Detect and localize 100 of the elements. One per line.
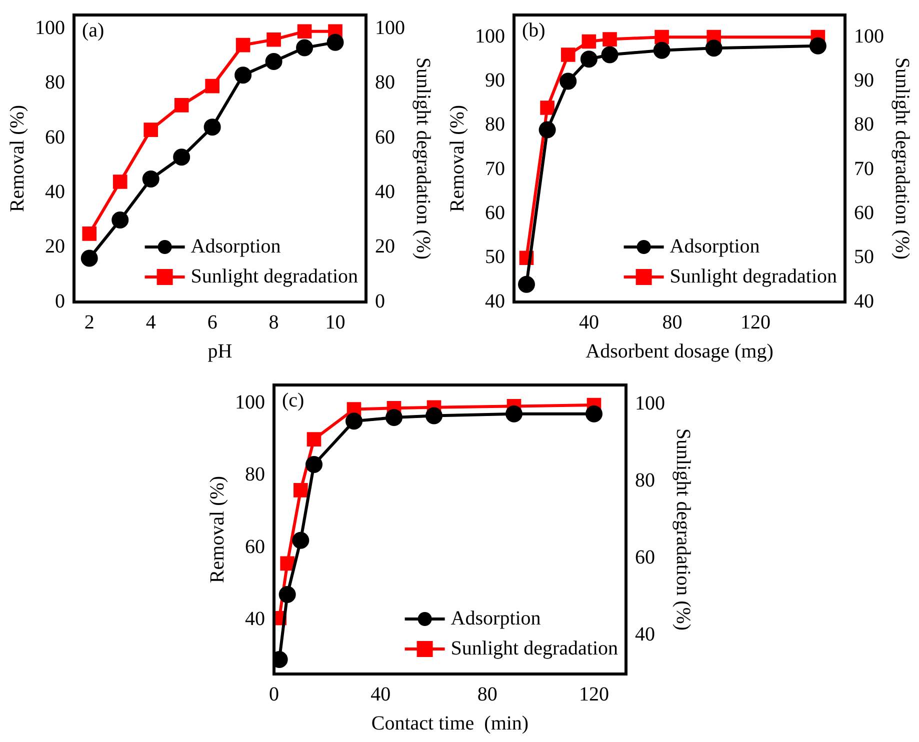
point [142,170,160,188]
y2-tick-label: 100 [635,392,665,415]
point [326,34,344,51]
y-axis-title: Removal (%) [206,476,228,584]
y-tick-label: 60 [485,202,505,224]
y-tick-label: 100 [35,16,65,39]
point [112,174,128,189]
point [80,250,98,267]
y-tick-label: 80 [45,72,65,94]
y2-tick-label: 0 [375,290,385,312]
legend-label: Sunlight degradation [190,265,358,288]
x-axis-title: pH [208,340,232,362]
point [265,52,282,70]
x-tick-label: 2 [84,311,94,334]
point [292,532,310,549]
point [278,586,296,604]
point [173,148,190,166]
y2-tick-label: 100 [854,25,884,48]
point [518,276,535,293]
legend-label: Adsorption [190,235,281,258]
y-tick-label: 60 [245,536,265,558]
x-tick-label: 80 [662,311,682,334]
legend-label: Sunlight degradation [670,265,838,288]
annotation: (b) [522,19,546,42]
y2-tick-label: 40 [375,180,395,203]
legend-label: Adsorption [450,607,541,630]
y2-tick-label: 60 [635,546,655,569]
point [234,66,252,84]
legend-label: Sunlight degradation [450,637,618,660]
y2-axis-title: Sunlight degradation (%) [412,57,434,260]
y2-tick-label: 40 [635,624,655,646]
x-tick-label: 4 [146,311,156,334]
point [306,432,322,446]
point [538,121,556,138]
point [144,122,158,137]
x-tick-label: 10 [325,311,346,334]
y2-tick-label: 40 [854,290,874,312]
point [346,412,362,430]
point [82,226,97,241]
x-axis-title: Contact time (min) [371,712,529,734]
point [297,24,312,39]
x-tick-label: 120 [740,311,770,334]
y2-axis-title: Sunlight degradation (%) [672,428,694,631]
y-tick-label: 100 [475,25,505,48]
y-tick-label: 40 [485,290,505,312]
y-tick-label: 40 [45,180,65,203]
point [560,48,576,62]
point [601,46,618,64]
point [586,405,602,422]
point [112,212,129,228]
point [306,456,322,473]
y-tick-label: 0 [55,290,65,312]
x-tick-label: 8 [268,311,279,334]
point [386,409,402,426]
y-axis-title: Removal (%) [446,104,468,212]
point [580,50,598,68]
y2-axis-title: Sunlight degradation (%) [890,57,913,260]
point [582,34,596,49]
y-tick-label: 80 [245,464,265,486]
x-tick-label: 40 [370,683,391,706]
y2-tick-label: 60 [854,202,874,224]
annotation: (c) [282,389,304,412]
point [705,40,722,57]
y2-tick-label: 80 [854,114,874,136]
y-tick-label: 40 [245,608,265,630]
point [296,39,314,56]
point [280,556,294,571]
x-tick-label: 0 [269,683,279,706]
point [654,30,669,44]
point [809,37,826,54]
point [205,78,220,94]
point [174,98,189,112]
y-tick-label: 20 [45,236,65,258]
point [602,32,617,46]
x-tick-label: 40 [578,311,599,334]
point [294,483,308,498]
y2-tick-label: 80 [375,72,395,94]
y-tick-label: 100 [235,391,265,414]
y-tick-label: 70 [485,158,505,180]
y2-tick-label: 80 [635,470,655,492]
y2-tick-label: 60 [375,126,395,148]
point [426,407,442,424]
y-axis-title: Removal (%) [6,104,28,212]
point [540,100,554,115]
point [560,72,577,90]
point [204,118,221,136]
point [266,32,281,47]
point [506,405,522,422]
x-tick-label: 6 [207,311,218,334]
y-tick-label: 80 [485,114,505,136]
y2-tick-label: 20 [375,236,395,258]
y-tick-label: 50 [485,246,505,268]
legend-label: Adsorption [670,235,760,258]
x-axis-title: Adsorbent dosage (mg) [586,340,774,362]
y2-tick-label: 90 [854,69,874,92]
annotation: (a) [82,19,104,42]
y-tick-label: 60 [45,126,65,148]
y-tick-label: 90 [485,69,505,92]
y2-tick-label: 50 [854,246,874,268]
y2-tick-label: 70 [854,158,874,180]
